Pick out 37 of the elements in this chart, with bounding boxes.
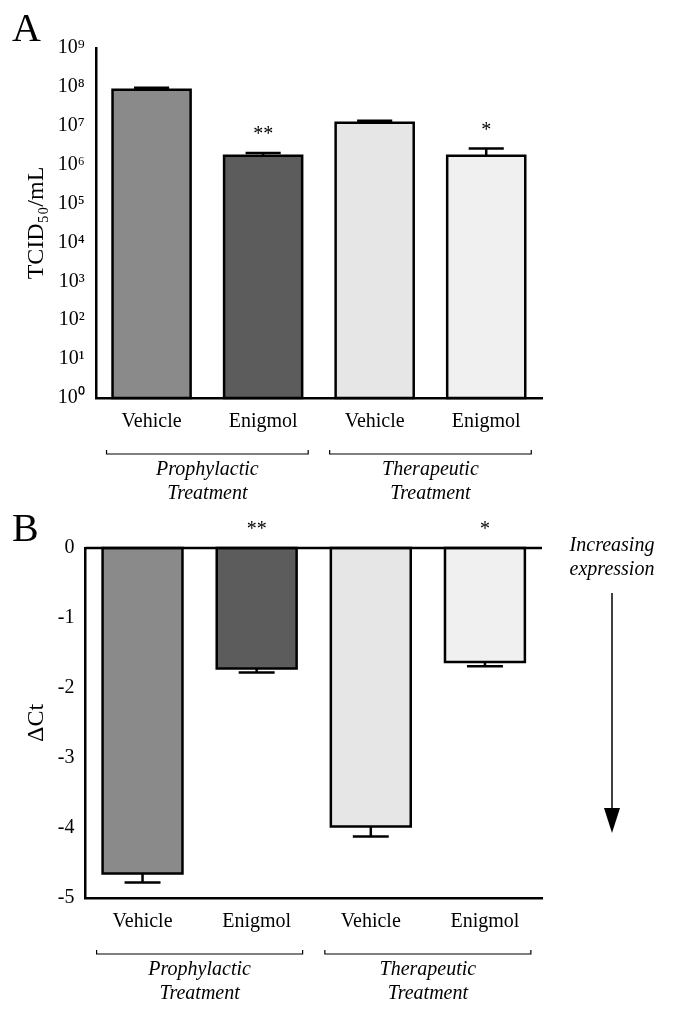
- x-tick-label: Enigmol: [451, 409, 522, 433]
- y-tick-label: 10⁰: [57, 385, 85, 408]
- y-tick-label: 10⁵: [57, 190, 85, 213]
- text: Prophylactic Treatment: [147, 957, 251, 1004]
- text: Increasing expression: [568, 533, 655, 581]
- y-tick-label: -3: [57, 745, 75, 768]
- y-tick-label: -2: [57, 675, 75, 698]
- data-label: *: [481, 117, 492, 140]
- data-label: **: [253, 122, 274, 145]
- y-tick-label: -1: [57, 605, 75, 628]
- y-axis-title: ΔCt: [21, 703, 48, 743]
- y-tick-label: -5: [57, 885, 75, 908]
- y-tick-label: 10⁶: [57, 151, 85, 174]
- x-tick-label: Vehicle: [112, 909, 173, 932]
- x-tick-label: Vehicle: [344, 409, 405, 432]
- x-tick-label: Vehicle: [340, 909, 401, 932]
- y-tick-label: 10⁹: [57, 35, 85, 58]
- y-tick-label: 0: [64, 535, 75, 558]
- text: A: [12, 4, 41, 50]
- y-tick-label: 10⁴: [57, 229, 85, 252]
- x-tick-label: Enigmol: [222, 909, 292, 933]
- data-label: **: [246, 517, 267, 540]
- x-tick-label: Vehicle: [121, 409, 182, 432]
- y-axis-title: TCID₅₀/mL: [21, 166, 48, 280]
- x-tick-label: Enigmol: [450, 909, 520, 933]
- y-tick-label: 10¹: [58, 346, 85, 369]
- y-tick-label: 10³: [58, 268, 85, 291]
- y-tick-label: 10²: [58, 307, 85, 330]
- text: Therapeutic Treatment: [379, 957, 477, 1004]
- data-label: *: [479, 517, 490, 540]
- y-tick-label: 10⁷: [57, 113, 85, 136]
- text: Therapeutic Treatment: [382, 457, 479, 504]
- y-tick-label: -4: [57, 815, 75, 838]
- text: Prophylactic Treatment: [155, 457, 259, 504]
- x-tick-label: Enigmol: [228, 409, 299, 433]
- y-tick-label: 10⁸: [57, 74, 85, 97]
- text: B: [12, 504, 39, 550]
